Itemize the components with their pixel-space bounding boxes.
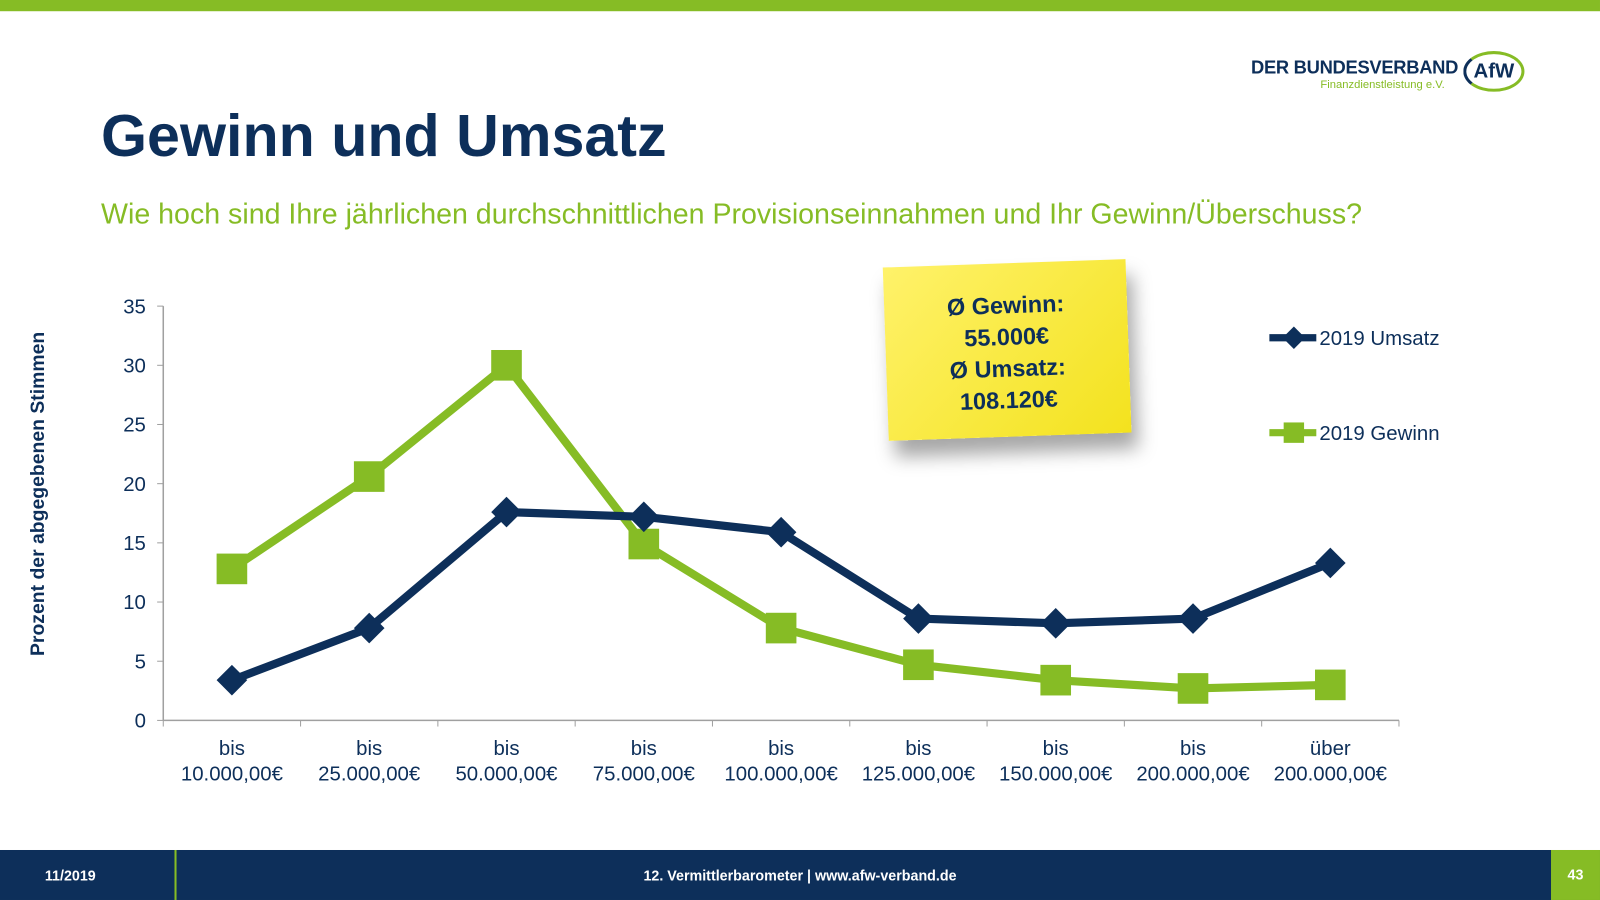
subtitle: Wie hoch sind Ihre jährlichen durchschni… bbox=[101, 197, 1362, 230]
legend-marker bbox=[1282, 326, 1306, 349]
footer-divider bbox=[174, 849, 177, 900]
page-number: 43 bbox=[1551, 849, 1600, 900]
x-tick-label: über bbox=[1310, 738, 1351, 760]
data-point-umsatz bbox=[353, 612, 385, 644]
footer-date: 11/2019 bbox=[44, 867, 96, 884]
data-point-gewinn bbox=[491, 349, 522, 381]
x-tick-label: 125.000,00€ bbox=[862, 764, 976, 786]
y-tick-label: 0 bbox=[135, 711, 146, 733]
x-tick-label: bis bbox=[219, 738, 245, 760]
x-tick-label: 25.000,00€ bbox=[318, 764, 421, 786]
data-point-umsatz bbox=[1040, 608, 1072, 639]
data-point-umsatz bbox=[491, 496, 522, 528]
y-tick-label: 30 bbox=[123, 355, 146, 377]
data-point-gewinn bbox=[1315, 669, 1346, 701]
top-accent-bar bbox=[0, 0, 1600, 12]
y-tick-label: 20 bbox=[123, 474, 146, 496]
x-tick-label: 10.000,00€ bbox=[181, 764, 284, 786]
logo-line1: DER BUNDESVERBAND bbox=[1251, 57, 1459, 78]
data-point-gewinn bbox=[903, 649, 934, 681]
data-point-umsatz bbox=[628, 501, 660, 533]
x-tick-label: 150.000,00€ bbox=[999, 764, 1113, 786]
data-point-umsatz bbox=[903, 603, 934, 634]
footer: 11/2019 12. Vermittlerbarometer | www.af… bbox=[0, 849, 1600, 900]
x-tick-label: 75.000,00€ bbox=[593, 764, 696, 786]
x-tick-label: bis bbox=[356, 738, 382, 760]
x-tick-label: bis bbox=[768, 738, 794, 760]
data-point-gewinn bbox=[353, 461, 385, 492]
y-tick-label: 15 bbox=[123, 533, 146, 555]
x-tick-label: 50.000,00€ bbox=[455, 764, 558, 786]
x-tick-label: bis bbox=[1180, 738, 1206, 760]
logo-mark: AfW bbox=[1463, 51, 1525, 92]
x-tick-label: bis bbox=[631, 738, 657, 760]
y-tick-label: 10 bbox=[123, 592, 146, 614]
x-tick-label: bis bbox=[905, 738, 931, 760]
data-point-umsatz bbox=[1177, 603, 1209, 634]
legend-label: 2019 Gewinn bbox=[1319, 423, 1439, 445]
data-point-gewinn bbox=[765, 612, 797, 644]
data-point-umsatz bbox=[216, 664, 248, 696]
x-tick-label: bis bbox=[493, 738, 519, 760]
x-tick-label: 100.000,00€ bbox=[724, 764, 838, 786]
y-tick-label: 35 bbox=[123, 296, 146, 318]
y-tick-label: 25 bbox=[123, 415, 146, 437]
x-tick-label: 200.000,00€ bbox=[1274, 764, 1388, 786]
data-point-gewinn bbox=[1177, 673, 1209, 704]
sticky-note: Ø Gewinn: 55.000€ Ø Umsatz: 108.120€ bbox=[882, 259, 1132, 441]
x-tick-label: bis bbox=[1043, 738, 1069, 760]
y-tick-label: 5 bbox=[135, 651, 146, 673]
data-point-gewinn bbox=[628, 528, 660, 560]
x-tick-label: 200.000,00€ bbox=[1136, 764, 1250, 786]
logo-line2: Finanzdienstleistung e.V. bbox=[1320, 78, 1445, 91]
footer-text: 12. Vermittlerbarometer | www.afw-verban… bbox=[643, 867, 957, 884]
data-point-umsatz bbox=[1315, 547, 1346, 579]
legend-marker bbox=[1283, 422, 1305, 443]
data-point-gewinn bbox=[216, 553, 248, 585]
data-point-umsatz bbox=[765, 516, 797, 548]
page-title: Gewinn und Umsatz bbox=[101, 103, 667, 170]
afw-logo: DER BUNDESVERBAND Finanzdienstleistung e… bbox=[1251, 49, 1529, 98]
data-point-gewinn bbox=[1040, 664, 1072, 696]
legend-label: 2019 Umsatz bbox=[1319, 328, 1439, 350]
